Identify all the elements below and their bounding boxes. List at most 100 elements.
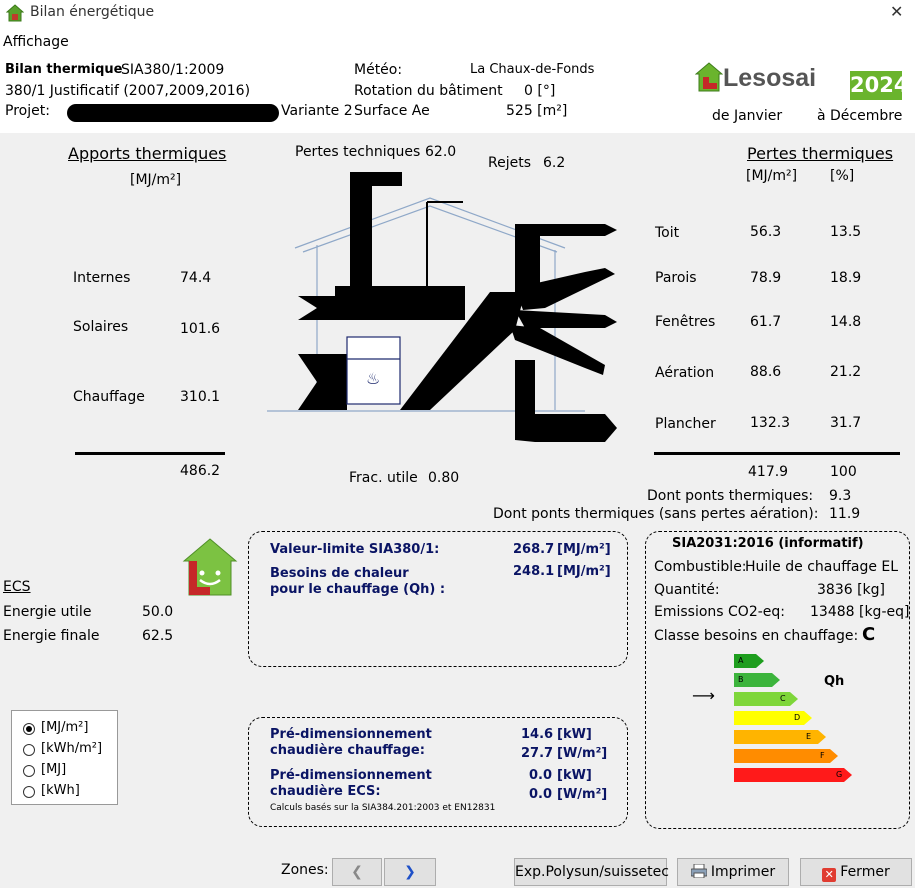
norm-value: SIA380/1:2009 <box>121 62 225 78</box>
plancher-label: Plancher <box>655 416 716 432</box>
radio-kwh[interactable] <box>23 786 35 798</box>
justif-label: 380/1 Justificatif (2007,2009,2016) <box>5 83 251 99</box>
menu-affichage[interactable]: Affichage <box>3 34 69 50</box>
limite-label: Valeur-limite SIA380/1: <box>270 542 440 557</box>
besoins-value: 248.1 <box>513 564 555 579</box>
sia2031-title: SIA2031:2016 (informatif) <box>672 536 864 551</box>
predim-ecs-wm2: 0.0 <box>529 787 553 802</box>
rejets-label: Rejets <box>488 155 531 171</box>
zones-label: Zones: <box>281 862 329 878</box>
zone-prev-button[interactable]: ❮ <box>332 858 382 886</box>
aeration-pct: 21.2 <box>830 364 862 380</box>
ecs-utile-value: 50.0 <box>142 604 174 620</box>
predim-note: Calculs basés sur la SIA384.201:2003 et … <box>270 803 496 813</box>
predim-box <box>248 717 628 827</box>
internes-label: Internes <box>73 270 131 286</box>
energy-class-d: D <box>734 711 812 725</box>
combustible-value: Huile de chauffage EL <box>745 559 899 575</box>
apports-total: 486.2 <box>180 463 221 479</box>
app-icon <box>5 4 25 22</box>
ponts-value: 9.3 <box>829 488 852 504</box>
chevron-right-icon: ❯ <box>404 864 416 880</box>
energy-class-e: E <box>734 730 826 744</box>
toit-pct: 13.5 <box>830 224 862 240</box>
co2-label: Emissions CO2-eq: <box>654 604 786 620</box>
aeration-label: Aération <box>655 365 715 381</box>
energy-class-a: A <box>734 654 764 668</box>
besoins-label-2: pour le chauffage (Qh) : <box>270 582 446 597</box>
solaires-value: 101.6 <box>180 321 221 337</box>
print-button-label: Imprimer <box>710 864 776 880</box>
bilan-label: Bilan thermique <box>5 62 123 77</box>
boiler-box <box>346 336 401 405</box>
energy-class-g: G <box>734 768 852 782</box>
limite-box <box>248 531 628 667</box>
predim-chauff-kw: 14.6 <box>521 727 554 742</box>
predim-chauff-wm2-unit: [W/m²] <box>557 746 608 761</box>
co2-value: 13488 [kg-eq] <box>810 604 910 620</box>
pertes-tech-value: 62.0 <box>425 144 457 160</box>
lesosai-logo-icon <box>694 62 724 92</box>
printer-icon <box>690 861 708 879</box>
chauffage-label: Chauffage <box>73 389 145 405</box>
plancher-pct: 31.7 <box>830 415 862 431</box>
ponts2-label: Dont ponts thermiques (sans pertes aérat… <box>493 506 819 522</box>
ponts-label: Dont ponts thermiques: <box>647 488 814 504</box>
classe-value: C <box>862 624 876 645</box>
radio-kwh-m2[interactable] <box>23 744 35 756</box>
fenetres-pct: 14.8 <box>830 314 862 330</box>
predim-chauff-wm2: 27.7 <box>521 746 554 761</box>
predim-chauff-label-2: chaudière chauffage: <box>270 743 425 758</box>
ecs-house-icon <box>182 537 238 597</box>
year-badge: 2024 <box>850 71 908 100</box>
plancher-value: 132.3 <box>750 415 791 431</box>
cancel-icon: ✕ <box>822 868 837 882</box>
period-from: de Janvier <box>712 108 783 124</box>
predim-ecs-wm2-unit: [W/m²] <box>557 787 608 802</box>
internes-value: 74.4 <box>180 270 212 286</box>
projet-label: Projet: <box>5 103 50 119</box>
chevron-left-icon: ❮ <box>351 864 363 880</box>
quantite-label: Quantité: <box>654 582 720 598</box>
classe-label: Classe besoins en chauffage: <box>654 628 859 644</box>
redacted-project <box>67 104 279 122</box>
header-panel: Bilan thermique SIA380/1:2009 380/1 Just… <box>0 56 915 132</box>
pertes-title: Pertes thermiques <box>747 144 894 163</box>
toit-value: 56.3 <box>750 224 782 240</box>
apports-unit: [MJ/m²] <box>130 172 182 188</box>
predim-chauff-kw-unit: [kW] <box>557 727 592 742</box>
rotation-value: 0 [°] <box>524 83 556 99</box>
radio-mj-m2[interactable] <box>23 723 35 735</box>
radio-kwh-m2-label: [kWh/m²] <box>41 741 103 756</box>
radio-mj[interactable] <box>23 765 35 777</box>
radio-kwh-label: [kWh] <box>41 783 80 798</box>
besoins-label-1: Besoins de chaleur <box>270 566 409 581</box>
ecs-utile-label: Energie utile <box>3 604 92 620</box>
export-polysun-button[interactable]: Exp.Polysun/suissetec <box>514 858 669 886</box>
lesosai-logo-text: Lesosai <box>723 64 817 92</box>
variante-label: Variante 2 <box>281 103 353 119</box>
pertes-divider <box>654 452 900 455</box>
pertes-total: 417.9 <box>748 464 789 480</box>
predim-ecs-kw: 0.0 <box>529 768 553 783</box>
pertes-unit-pct: [%] <box>830 168 855 184</box>
predim-chauff-label-1: Pré-dimensionnement <box>270 727 432 742</box>
radio-mj-m2-label: [MJ/m²] <box>41 720 89 735</box>
pertes-total-pct: 100 <box>830 464 857 480</box>
meteo-label: Météo: <box>354 62 403 78</box>
parois-pct: 18.9 <box>830 270 862 286</box>
pertes-tech-label: Pertes techniques <box>295 144 421 160</box>
fenetres-value: 61.7 <box>750 314 782 330</box>
parois-value: 78.9 <box>750 270 782 286</box>
close-button-label: Fermer <box>840 864 890 880</box>
chauffage-value: 310.1 <box>180 389 221 405</box>
close-icon[interactable]: ✕ <box>890 2 904 21</box>
energy-class-c: C <box>734 692 798 706</box>
close-button[interactable]: ✕ Fermer <box>800 858 912 886</box>
ecs-title: ECS <box>3 579 31 595</box>
zone-next-button[interactable]: ❯ <box>384 858 436 886</box>
radio-mj-label: [MJ] <box>41 762 67 777</box>
besoins-unit: [MJ/m²] <box>557 564 611 579</box>
menu-bar: Affichage <box>0 30 915 54</box>
print-button[interactable]: Imprimer <box>677 858 789 886</box>
